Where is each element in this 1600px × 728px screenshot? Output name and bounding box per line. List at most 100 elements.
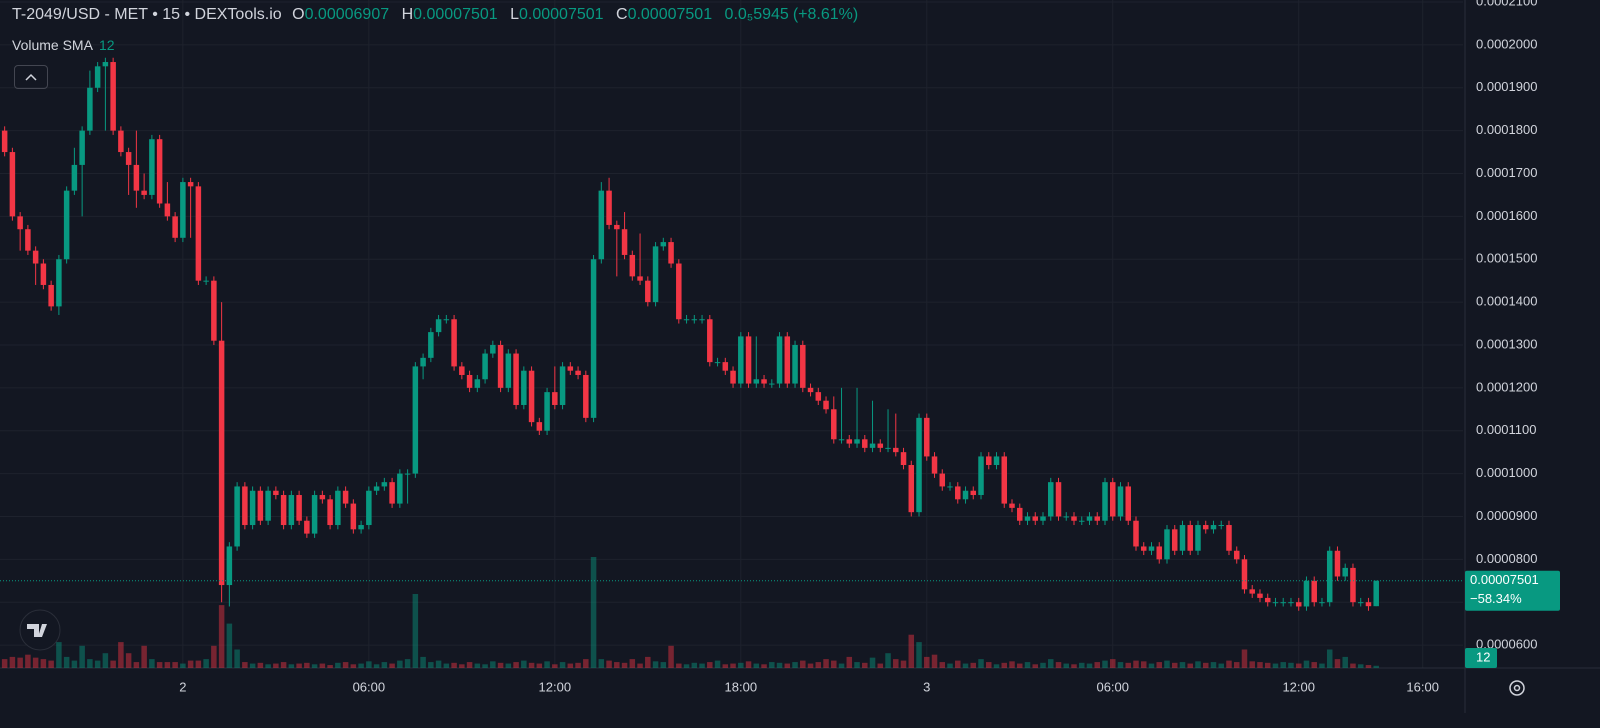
candle-body bbox=[490, 344, 496, 354]
volume-bar bbox=[505, 663, 512, 668]
candle-body bbox=[296, 495, 302, 521]
volume-bar bbox=[1319, 663, 1325, 668]
candle-body bbox=[1350, 567, 1356, 603]
volume-bar bbox=[32, 657, 39, 668]
volume-bar bbox=[606, 660, 612, 668]
candle-body bbox=[838, 439, 845, 441]
volume-bar bbox=[614, 662, 620, 668]
volume-bar bbox=[846, 656, 853, 668]
candle-body bbox=[637, 276, 643, 281]
volume-bar bbox=[722, 664, 729, 668]
candle-body bbox=[877, 443, 884, 448]
volume-bar bbox=[1342, 656, 1348, 668]
gear-center[interactable] bbox=[1513, 684, 1521, 692]
change-pct: (+8.61%) bbox=[792, 6, 859, 23]
candle-body bbox=[614, 224, 620, 230]
chevron[interactable] bbox=[15, 66, 47, 88]
candle-body bbox=[187, 182, 194, 187]
volume-bar bbox=[924, 656, 930, 668]
candle-body bbox=[249, 490, 256, 526]
volume-bar bbox=[707, 662, 713, 668]
low-value: 0.00007501 bbox=[519, 6, 604, 23]
volume-bar bbox=[552, 664, 558, 668]
candle-body bbox=[118, 130, 124, 153]
volume-bar bbox=[203, 659, 209, 668]
volume-bar bbox=[273, 663, 279, 668]
volume-bar bbox=[497, 662, 504, 668]
candle-body bbox=[792, 344, 798, 384]
volume-bar bbox=[94, 660, 101, 668]
indicator-name[interactable]: Volume SMA bbox=[12, 37, 93, 53]
candle-body bbox=[1040, 516, 1046, 521]
candle-body bbox=[203, 280, 209, 282]
candle-body bbox=[722, 362, 729, 371]
chevron-path[interactable] bbox=[25, 73, 37, 81]
candle-body bbox=[559, 366, 566, 405]
volume-bar bbox=[56, 642, 62, 668]
volume-bar bbox=[637, 663, 643, 668]
volume-bar bbox=[908, 634, 915, 668]
logo-circle[interactable] bbox=[19, 609, 61, 651]
logo-glyph[interactable] bbox=[27, 624, 47, 637]
candle-body bbox=[1094, 516, 1100, 521]
candle-body bbox=[955, 486, 961, 500]
volume-bar bbox=[893, 659, 899, 668]
volume-bar bbox=[1241, 649, 1248, 668]
volume-bar bbox=[536, 663, 543, 668]
volume-bar bbox=[753, 663, 760, 668]
volume-bar bbox=[1040, 662, 1046, 668]
candle-body bbox=[1295, 602, 1302, 607]
candle-body bbox=[40, 263, 47, 285]
candle-body bbox=[1133, 520, 1139, 547]
h-label: H bbox=[401, 6, 414, 23]
volume-bar bbox=[1063, 663, 1070, 668]
volume-bar bbox=[48, 660, 54, 668]
volume-bar bbox=[885, 653, 891, 668]
volume-bar bbox=[1311, 662, 1317, 668]
candle-body bbox=[218, 340, 225, 586]
candle-body bbox=[769, 383, 775, 385]
volume-bar bbox=[366, 661, 372, 668]
volume-bar bbox=[234, 649, 240, 668]
candle-body bbox=[280, 495, 287, 526]
gear[interactable] bbox=[1509, 680, 1525, 696]
candle-body bbox=[350, 503, 357, 530]
volume-bar bbox=[63, 656, 70, 668]
candle-body bbox=[1226, 525, 1232, 551]
x-tick-label: 3 bbox=[923, 679, 930, 694]
candle-body bbox=[156, 139, 163, 204]
volume-bar bbox=[947, 663, 953, 668]
candle-body bbox=[1373, 580, 1379, 607]
volume-bar bbox=[1133, 660, 1139, 668]
volume-bar bbox=[1233, 662, 1240, 668]
close-value: 0.00007501 bbox=[627, 6, 713, 23]
volume-bar bbox=[962, 663, 969, 668]
candle-body bbox=[1218, 525, 1224, 527]
volume-bar bbox=[660, 662, 667, 668]
volume-bar bbox=[1280, 662, 1286, 668]
volume-bar bbox=[141, 645, 147, 668]
candle-body bbox=[25, 229, 31, 251]
candle-body bbox=[947, 486, 953, 488]
collapse-button[interactable] bbox=[14, 65, 48, 89]
volume-bar bbox=[482, 664, 488, 668]
candle-body bbox=[753, 379, 760, 384]
y-tick-label: 0.0000600 bbox=[1476, 637, 1537, 652]
volume-bar bbox=[1117, 662, 1124, 668]
volume-bar bbox=[1055, 662, 1062, 668]
volume-bar bbox=[180, 663, 186, 668]
volume-bar bbox=[1179, 662, 1186, 668]
volume-bar bbox=[17, 657, 23, 668]
candle-body bbox=[993, 456, 1000, 466]
settings-button[interactable] bbox=[1509, 680, 1525, 696]
volume-bar bbox=[652, 661, 659, 668]
volume-bar bbox=[397, 660, 403, 668]
candle-body bbox=[180, 182, 186, 238]
volume-bar bbox=[955, 660, 961, 668]
tv-logo[interactable] bbox=[19, 609, 61, 651]
volume-bar bbox=[1017, 663, 1023, 668]
y-tick-label: 0.0001500 bbox=[1476, 251, 1537, 266]
indicator-legend[interactable]: Volume SMA 12 bbox=[12, 37, 115, 53]
volume-bar bbox=[986, 662, 992, 668]
